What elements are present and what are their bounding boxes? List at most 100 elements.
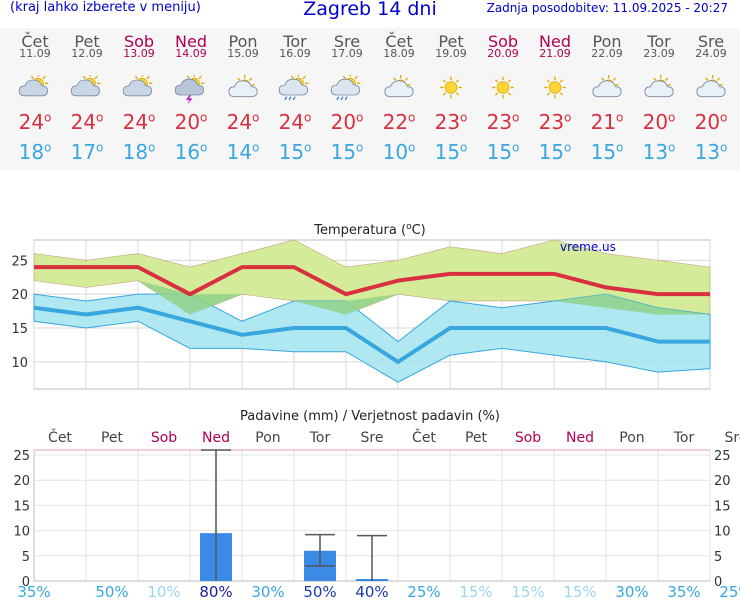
day-date: 22.09 bbox=[591, 47, 623, 60]
x-tick-label: Tor bbox=[309, 430, 331, 446]
precip-probability: 80% bbox=[199, 583, 232, 600]
max-temp: 23o bbox=[486, 110, 520, 134]
partly-cloudy-icon bbox=[70, 75, 101, 97]
max-temp: 20o bbox=[642, 110, 676, 134]
precip-probability: 15% bbox=[563, 583, 596, 600]
day-name: Pon bbox=[228, 32, 258, 51]
forecast-strip: Čet 11.09 24o 18o Pet 12.09 24o 17o Sob 13.09 24o 1… bbox=[0, 28, 740, 170]
day-name: Ned bbox=[539, 32, 571, 51]
day-date: 24.09 bbox=[695, 47, 727, 60]
min-temp-band bbox=[33, 293, 711, 383]
precip-probability: 35% bbox=[17, 583, 50, 600]
max-temp: 20o bbox=[694, 110, 728, 134]
max-temp: 24o bbox=[70, 110, 104, 134]
precip-probability: 10% bbox=[147, 583, 180, 600]
sun-cloud-icon bbox=[644, 75, 674, 98]
day-date: 19.09 bbox=[435, 47, 467, 60]
x-tick-label: Pon bbox=[619, 430, 644, 446]
day-name: Tor bbox=[283, 32, 307, 51]
y-tick-label-right: 5 bbox=[714, 550, 722, 565]
day-name: Čet bbox=[385, 32, 413, 51]
precip-probability: 15% bbox=[459, 583, 492, 600]
min-temp: 15o bbox=[538, 140, 572, 164]
min-temp: 13o bbox=[642, 140, 676, 164]
sun-icon bbox=[544, 76, 566, 99]
day-name: Sob bbox=[487, 32, 519, 51]
y-tick-label: 20 bbox=[13, 474, 30, 489]
max-temp: 24o bbox=[122, 110, 156, 134]
precipitation-title: Padavine (mm) / Verjetnost padavin (%) bbox=[240, 409, 500, 424]
menu-hint[interactable]: (kraj lahko izberete v meniju) bbox=[10, 0, 201, 15]
max-temp: 20o bbox=[330, 110, 364, 134]
x-tick-label: Čet bbox=[412, 428, 436, 446]
x-tick-label: Sob bbox=[515, 430, 541, 446]
day-name: Sob bbox=[123, 32, 155, 51]
y-tick-label: 0 bbox=[22, 575, 30, 590]
sun-cloud-icon bbox=[696, 75, 726, 98]
min-temp: 15o bbox=[330, 140, 364, 164]
watermark-label: vreme.us bbox=[560, 240, 616, 254]
precip-probability: 30% bbox=[615, 583, 648, 600]
day-date: 13.09 bbox=[123, 47, 155, 60]
y-tick-label-right: 0 bbox=[714, 575, 722, 590]
overlap-band bbox=[34, 280, 710, 315]
y-tick-label: 5 bbox=[22, 550, 30, 565]
max-temp: 24o bbox=[226, 110, 260, 134]
y-tick-label-right: 25 bbox=[714, 449, 731, 464]
unit-label: C) bbox=[412, 223, 426, 238]
day-date: 15.09 bbox=[227, 47, 259, 60]
sun-cloud-icon bbox=[228, 75, 258, 98]
sun-icon bbox=[440, 76, 462, 99]
x-tick-label: Tor bbox=[673, 430, 695, 446]
day-date: 14.09 bbox=[175, 47, 207, 60]
day-name: Ned bbox=[175, 32, 207, 51]
day-name: Pon bbox=[592, 32, 622, 51]
degree-mark: o bbox=[406, 222, 412, 232]
y-tick-label: 15 bbox=[13, 499, 30, 514]
x-tick-label: Sre bbox=[725, 430, 740, 446]
precip-probability: 40% bbox=[355, 583, 388, 600]
y-tick-label-right: 20 bbox=[714, 474, 731, 489]
x-tick-label: Ned bbox=[202, 430, 230, 446]
min-temp: 15o bbox=[486, 140, 520, 164]
day-name: Sre bbox=[333, 32, 361, 51]
min-temp: 14o bbox=[226, 140, 260, 164]
x-tick-label: Sre bbox=[361, 430, 384, 446]
max-temp-line bbox=[34, 265, 710, 297]
precip-probability: 30% bbox=[251, 583, 284, 600]
min-temp: 18o bbox=[18, 140, 52, 164]
x-tick-label: Pon bbox=[255, 430, 280, 446]
max-temp: 21o bbox=[590, 110, 624, 134]
min-temp: 17o bbox=[70, 140, 104, 164]
day-date: 16.09 bbox=[279, 47, 311, 60]
y-tick-label-right: 15 bbox=[714, 499, 731, 514]
day-name: Pet bbox=[438, 32, 464, 51]
y-tick-label: 10 bbox=[13, 525, 30, 540]
min-temp: 18o bbox=[122, 140, 156, 164]
partly-cloudy-icon bbox=[122, 75, 153, 97]
x-tick-label: Pet bbox=[465, 430, 488, 446]
day-date: 12.09 bbox=[71, 47, 103, 60]
precip-probability: 15% bbox=[511, 583, 544, 600]
x-tick-label: Pet bbox=[101, 430, 124, 446]
day-date: 11.09 bbox=[19, 47, 51, 60]
day-date: 17.09 bbox=[331, 47, 363, 60]
min-temp-line bbox=[33, 305, 710, 364]
precip-probability: 50% bbox=[303, 583, 336, 600]
day-name: Čet bbox=[21, 32, 49, 51]
day-date: 18.09 bbox=[383, 47, 415, 60]
max-temp: 23o bbox=[538, 110, 572, 134]
day-date: 21.09 bbox=[539, 47, 571, 60]
day-name: Tor bbox=[647, 32, 671, 51]
y-tick-label: 25 bbox=[11, 254, 28, 269]
day-name: Pet bbox=[74, 32, 100, 51]
day-date: 23.09 bbox=[643, 47, 675, 60]
y-tick-label: 25 bbox=[13, 449, 30, 464]
precip-probability: 25% bbox=[719, 583, 740, 600]
min-temp: 13o bbox=[694, 140, 728, 164]
y-tick-label: 10 bbox=[11, 356, 28, 371]
min-temp: 16o bbox=[174, 140, 208, 164]
min-temp: 15o bbox=[278, 140, 312, 164]
max-temp: 24o bbox=[278, 110, 312, 134]
